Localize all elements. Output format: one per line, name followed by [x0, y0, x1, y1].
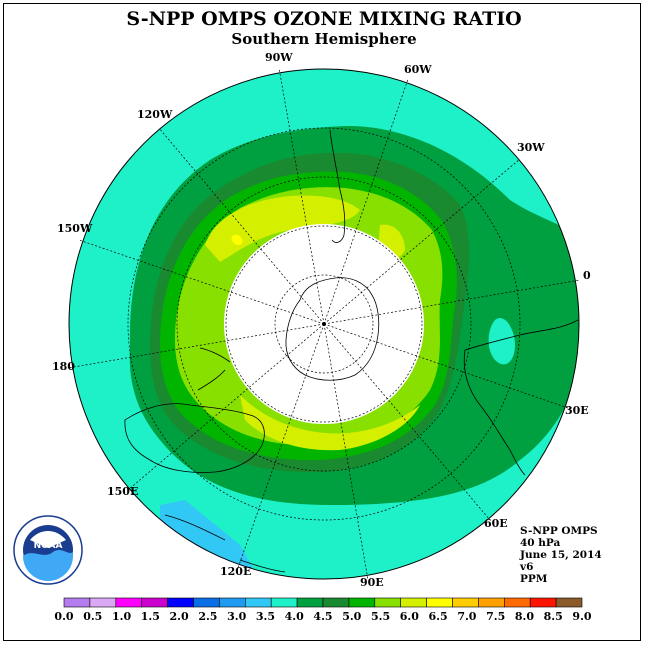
info-version: v6: [520, 561, 534, 573]
graticule: [67, 67, 581, 581]
lon-label-60w: 60W: [404, 63, 432, 76]
lon-label-90w: 90W: [265, 51, 293, 64]
coastlines: [124, 129, 579, 573]
colorbar-tick-label: 0.5: [83, 610, 102, 623]
band-6-5: [231, 234, 243, 245]
colorbar-tick-label: 8.0: [515, 610, 534, 623]
map-boundary: [68, 68, 580, 580]
colorbar: 0.0 0.5 1.0 1.5 2.0 2.5 3.0 3.5 4.0 4.5 5.0 5.5 6.0 6…: [54, 597, 592, 623]
colorbar-tick-label: 8.5: [544, 610, 563, 623]
lon-label-90e: 90E: [360, 576, 384, 589]
lon-label-180: 180: [52, 360, 75, 373]
colorbar-tick-label: 1.0: [112, 610, 131, 623]
colorbar-tick-label: 9.0: [572, 610, 591, 623]
colorbar-swatch: [400, 597, 427, 608]
colorbar-swatch: [374, 597, 401, 608]
colorbar-tick-label: 4.5: [313, 610, 332, 623]
colorbar-tick-label: 5.5: [371, 610, 390, 623]
colorbar-swatch: [322, 597, 350, 608]
colorbar-tick-label: 3.0: [227, 610, 246, 623]
lon-label-30w: 30W: [517, 141, 545, 154]
lon-label-150w: 150W: [57, 222, 93, 235]
info-date: June 15, 2014: [520, 549, 602, 561]
longitude-labels: 90W 60W 30W 0 30E 60E 90E 120E 150E 180 …: [52, 51, 591, 589]
lon-label-120w: 120W: [137, 108, 173, 121]
colorbar-swatch: [245, 597, 272, 608]
noaa-logo-text: NOAA: [34, 541, 63, 551]
colorbar-swatch: [193, 597, 220, 608]
colorbar-swatch: [503, 597, 531, 608]
colorbar-tick-label: 1.5: [141, 610, 160, 623]
colorbar-tick-label: 5.0: [342, 610, 361, 623]
colorbar-swatch: [348, 597, 376, 608]
band-6-0-b: [240, 395, 420, 451]
colorbar-tick-label: 3.5: [256, 610, 275, 623]
info-units: PPM: [520, 573, 548, 585]
lon-label-0: 0: [583, 269, 591, 282]
colorbar-tick-label: 4.0: [285, 610, 304, 623]
colorbar-tick-label: 2.5: [198, 610, 217, 623]
colorbar-swatch: [296, 597, 324, 608]
colorbar-tick-label: 7.5: [486, 610, 505, 623]
colorbar-swatch: [426, 597, 453, 608]
colorbar-swatch: [452, 597, 479, 608]
colorbar-swatch: [89, 597, 117, 608]
lon-label-30e: 30E: [565, 404, 589, 417]
colorbar-swatch: [529, 597, 557, 608]
colorbar-tick-label: 0.0: [54, 610, 73, 623]
colorbar-tick-label: 2.0: [170, 610, 189, 623]
info-instrument: S-NPP OMPS: [520, 525, 598, 537]
colorbar-swatch: [270, 597, 298, 608]
info-level: 40 hPa: [520, 537, 561, 549]
map-subtitle: Southern Hemisphere: [231, 30, 417, 48]
colorbar-swatch: [115, 597, 143, 608]
lon-label-60e: 60E: [484, 517, 508, 530]
colorbar-tick-label: 6.5: [429, 610, 448, 623]
south-pole-dot: [322, 322, 326, 326]
info-block: S-NPP OMPS 40 hPa June 15, 2014 v6 PPM: [520, 525, 602, 585]
ozone-field: [69, 69, 579, 579]
colorbar-swatch: [141, 597, 168, 608]
colorbar-swatch: [555, 597, 583, 608]
colorbar-swatch: [219, 597, 246, 608]
colorbar-swatch: [478, 597, 505, 608]
colorbar-swatch: [167, 597, 194, 608]
lon-label-120e: 120E: [220, 565, 251, 578]
lon-label-150e: 150E: [107, 485, 138, 498]
band-6-0-a: [205, 195, 360, 262]
colorbar-tick-label: 6.0: [400, 610, 419, 623]
noaa-logo: NOAA: [13, 515, 83, 585]
map-title: S-NPP OMPS OZONE MIXING RATIO: [126, 8, 522, 30]
colorbar-tick-label: 7.0: [457, 610, 476, 623]
band-3-5-island: [488, 318, 515, 365]
colorbar-swatch: [63, 597, 91, 608]
